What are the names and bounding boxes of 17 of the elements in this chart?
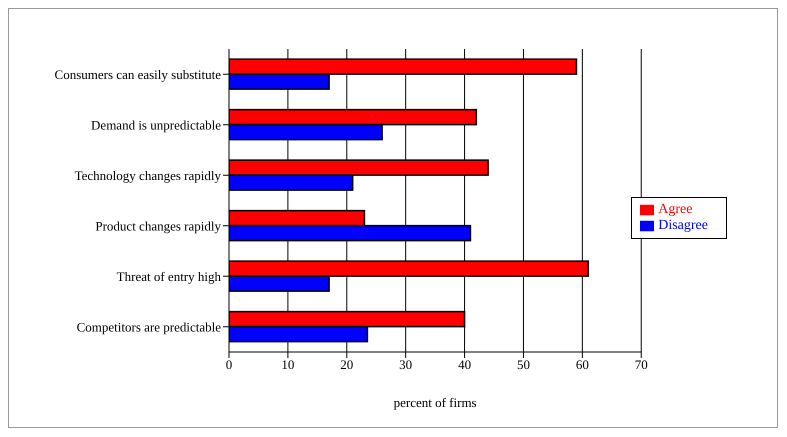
x-tick-label: 50 [516,357,530,372]
x-tick-label: 40 [458,357,472,372]
x-axis-title: percent of firms [394,395,477,410]
y-tick-label: Consumers can easily substitute [54,66,222,82]
x-tick-label: 60 [576,357,589,372]
x-tick-label: 10 [281,357,294,372]
y-tick-label: Threat of entry high [116,268,222,284]
legend-label: Disagree [658,218,708,233]
x-tick-label: 70 [634,357,648,372]
legend-label: Agree [658,202,692,217]
x-tick-label: 0 [226,357,232,372]
x-tick-label: 30 [399,357,412,372]
y-tick-label: Product changes rapidly [95,218,222,234]
y-tick-label: Demand is unpredictable [91,117,222,132]
y-tick-label: Competitors are predictable [76,319,222,334]
x-tick-label: 20 [340,357,354,372]
y-tick-label: Technology changes rapidly [74,168,222,183]
